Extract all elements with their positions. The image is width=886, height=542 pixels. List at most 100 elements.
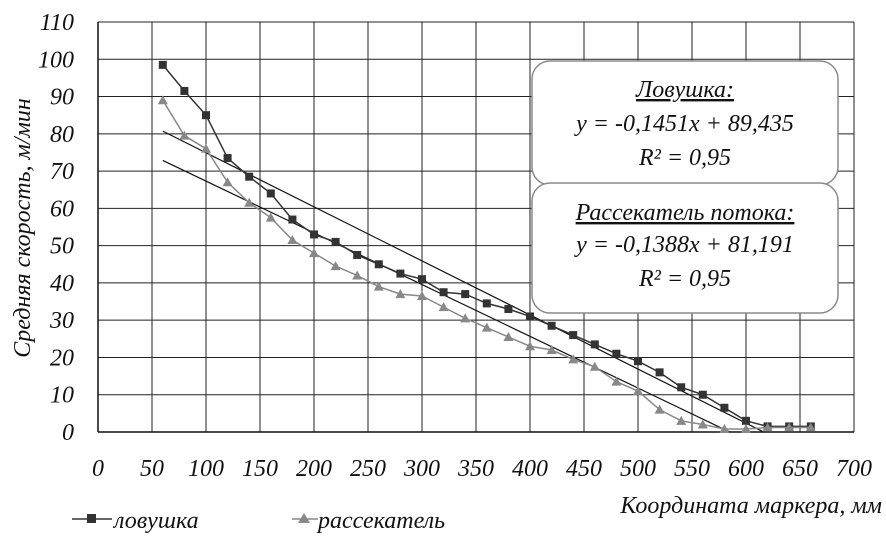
y-tick-label: 40 bbox=[50, 271, 74, 297]
data-point-square bbox=[374, 260, 383, 269]
data-point-square bbox=[245, 172, 254, 181]
y-tick-label: 110 bbox=[40, 10, 74, 36]
data-point-triangle bbox=[719, 424, 730, 434]
data-point-square bbox=[655, 368, 664, 377]
data-point-triangle bbox=[417, 290, 427, 300]
data-point-square bbox=[720, 403, 729, 412]
data-point-square bbox=[331, 237, 340, 246]
data-point-square bbox=[698, 390, 707, 399]
x-tick-label: 350 bbox=[457, 456, 494, 482]
data-point-square bbox=[288, 215, 297, 224]
x-tick-label: 150 bbox=[242, 456, 278, 482]
legend-label-trap: ловушка bbox=[112, 508, 199, 534]
y-tick-label: 90 bbox=[50, 85, 74, 111]
data-point-triangle bbox=[265, 212, 276, 222]
data-point-square bbox=[180, 86, 189, 95]
data-point-square bbox=[461, 290, 470, 299]
data-point-triangle bbox=[287, 235, 298, 245]
x-tick-label: 650 bbox=[782, 456, 818, 482]
annotation-1-equation: y = -0,1451x + 89,435 bbox=[574, 111, 794, 137]
y-tick-label: 20 bbox=[50, 345, 74, 371]
data-point-triangle bbox=[157, 95, 168, 105]
x-tick-label: 550 bbox=[674, 456, 710, 482]
x-tick-label: 200 bbox=[296, 456, 332, 482]
x-tick-label: 50 bbox=[140, 456, 164, 482]
y-tick-label: 70 bbox=[50, 159, 74, 185]
data-point-triangle bbox=[697, 419, 708, 429]
data-point-triangle bbox=[222, 177, 233, 187]
y-tick-label: 60 bbox=[50, 196, 74, 222]
annotation-2-r2: R² = 0,95 bbox=[638, 266, 731, 292]
legend-square-marker bbox=[87, 514, 96, 523]
data-point-triangle bbox=[460, 313, 471, 323]
data-point-triangle bbox=[330, 261, 341, 271]
x-tick-label: 450 bbox=[566, 456, 602, 482]
data-point-square bbox=[526, 312, 534, 321]
data-point-triangle bbox=[309, 248, 319, 258]
y-tick-label: 80 bbox=[50, 122, 74, 148]
y-tick-label: 0 bbox=[62, 420, 74, 446]
x-tick-label: 300 bbox=[403, 456, 440, 482]
data-point-square bbox=[569, 331, 578, 340]
data-point-square bbox=[547, 321, 556, 330]
data-point-square bbox=[677, 383, 686, 392]
trendline bbox=[162, 130, 765, 433]
x-tick-labels: 0 50 100 150 200 250 300 350 400 450 500 550 600 650 7… bbox=[92, 456, 872, 482]
y-axis-title: Средняя скорость, м/мин bbox=[10, 98, 36, 358]
x-tick-label: 600 bbox=[728, 456, 764, 482]
data-point-square bbox=[742, 416, 750, 425]
legend-item-trap: ловушка bbox=[72, 508, 199, 534]
data-point-triangle bbox=[633, 386, 643, 395]
data-point-square bbox=[634, 357, 642, 366]
data-point-square bbox=[612, 349, 621, 358]
data-point-square bbox=[202, 111, 210, 120]
annotation-1-title: Ловушка: bbox=[635, 77, 734, 103]
data-point-triangle bbox=[611, 376, 622, 386]
y-tick-labels: 0 10 20 30 40 50 60 70 80 90 100 110 bbox=[38, 10, 74, 446]
data-point-triangle bbox=[525, 341, 535, 351]
data-point-square bbox=[310, 230, 318, 239]
data-point-triangle bbox=[201, 143, 211, 153]
data-point-square bbox=[223, 154, 232, 163]
legend-item-divider: рассекатель bbox=[292, 508, 445, 534]
annotation-box-2: Рассекатель потока: y = -0,1388x + 81,19… bbox=[531, 182, 839, 314]
y-tick-label: 30 bbox=[49, 308, 74, 334]
data-point-triangle bbox=[589, 361, 600, 371]
data-point-square bbox=[590, 340, 599, 349]
data-point-triangle bbox=[395, 289, 406, 299]
data-point-square bbox=[504, 305, 513, 313]
data-point-triangle bbox=[352, 270, 363, 280]
data-point-triangle bbox=[784, 422, 795, 432]
data-point-triangle bbox=[179, 130, 190, 140]
annotation-2-equation: y = -0,1388x + 81,191 bbox=[574, 232, 794, 258]
data-point-triangle bbox=[654, 404, 665, 414]
x-tick-label: 700 bbox=[836, 456, 872, 482]
data-point-triangle bbox=[481, 322, 492, 332]
legend: ловушка рассекатель bbox=[72, 508, 445, 534]
x-tick-label: 250 bbox=[350, 456, 386, 482]
data-point-square bbox=[482, 299, 491, 308]
annotation-2-title: Рассекатель потока: bbox=[575, 200, 795, 226]
data-point-triangle bbox=[503, 331, 514, 341]
annotation-1-r2: R² = 0,95 bbox=[638, 145, 731, 171]
data-point-square bbox=[396, 269, 405, 278]
data-point-square bbox=[353, 250, 362, 259]
legend-triangle-marker bbox=[298, 513, 310, 523]
data-point-triangle bbox=[762, 422, 773, 432]
data-series bbox=[157, 60, 816, 434]
y-tick-label: 50 bbox=[50, 234, 74, 260]
data-point-triangle bbox=[568, 354, 579, 364]
x-tick-label: 400 bbox=[512, 456, 548, 482]
x-axis-title: Координата маркера, мм bbox=[619, 493, 882, 519]
data-point-triangle bbox=[244, 197, 255, 207]
data-point-triangle bbox=[546, 345, 557, 354]
y-tick-label: 100 bbox=[38, 47, 74, 73]
x-tick-label: 100 bbox=[188, 456, 224, 482]
data-point-triangle bbox=[373, 281, 384, 291]
data-point-square bbox=[439, 288, 448, 297]
y-tick-label: 10 bbox=[50, 383, 74, 409]
data-point-square bbox=[158, 60, 167, 69]
legend-label-divider: рассекатель bbox=[316, 508, 445, 534]
x-tick-label: 0 bbox=[92, 456, 104, 482]
